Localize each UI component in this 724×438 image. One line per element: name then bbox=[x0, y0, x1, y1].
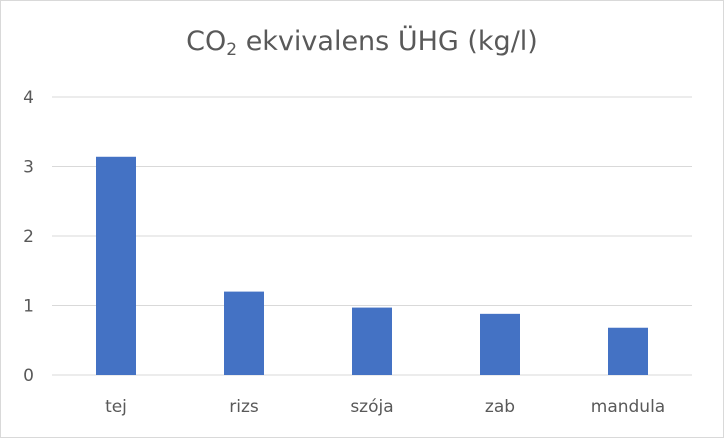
chart-title-suffix: ekvivalens ÜHG (kg/l) bbox=[237, 26, 538, 57]
bar-tej bbox=[96, 156, 136, 375]
x-tick-label-rizs: rizs bbox=[229, 397, 259, 417]
y-tick-label-1: 1 bbox=[23, 297, 34, 317]
bar-szója bbox=[352, 307, 392, 375]
chart-title-prefix: CO bbox=[186, 26, 227, 57]
chart-title-subscript: 2 bbox=[226, 40, 238, 60]
y-tick-label-3: 3 bbox=[23, 158, 34, 178]
x-tick-label-zab: zab bbox=[485, 397, 515, 417]
y-tick-label-2: 2 bbox=[23, 227, 34, 247]
bar-mandula bbox=[608, 327, 648, 375]
y-tick-label-4: 4 bbox=[23, 88, 34, 108]
x-tick-label-tej: tej bbox=[105, 397, 127, 417]
bar-rizs bbox=[224, 291, 264, 375]
y-tick-label-0: 0 bbox=[23, 366, 34, 386]
x-tick-label-mandula: mandula bbox=[591, 397, 665, 417]
bar-zab bbox=[480, 313, 520, 375]
chart-title: CO2 ekvivalens ÜHG (kg/l) bbox=[0, 26, 724, 60]
x-tick-label-szója: szója bbox=[350, 397, 393, 417]
